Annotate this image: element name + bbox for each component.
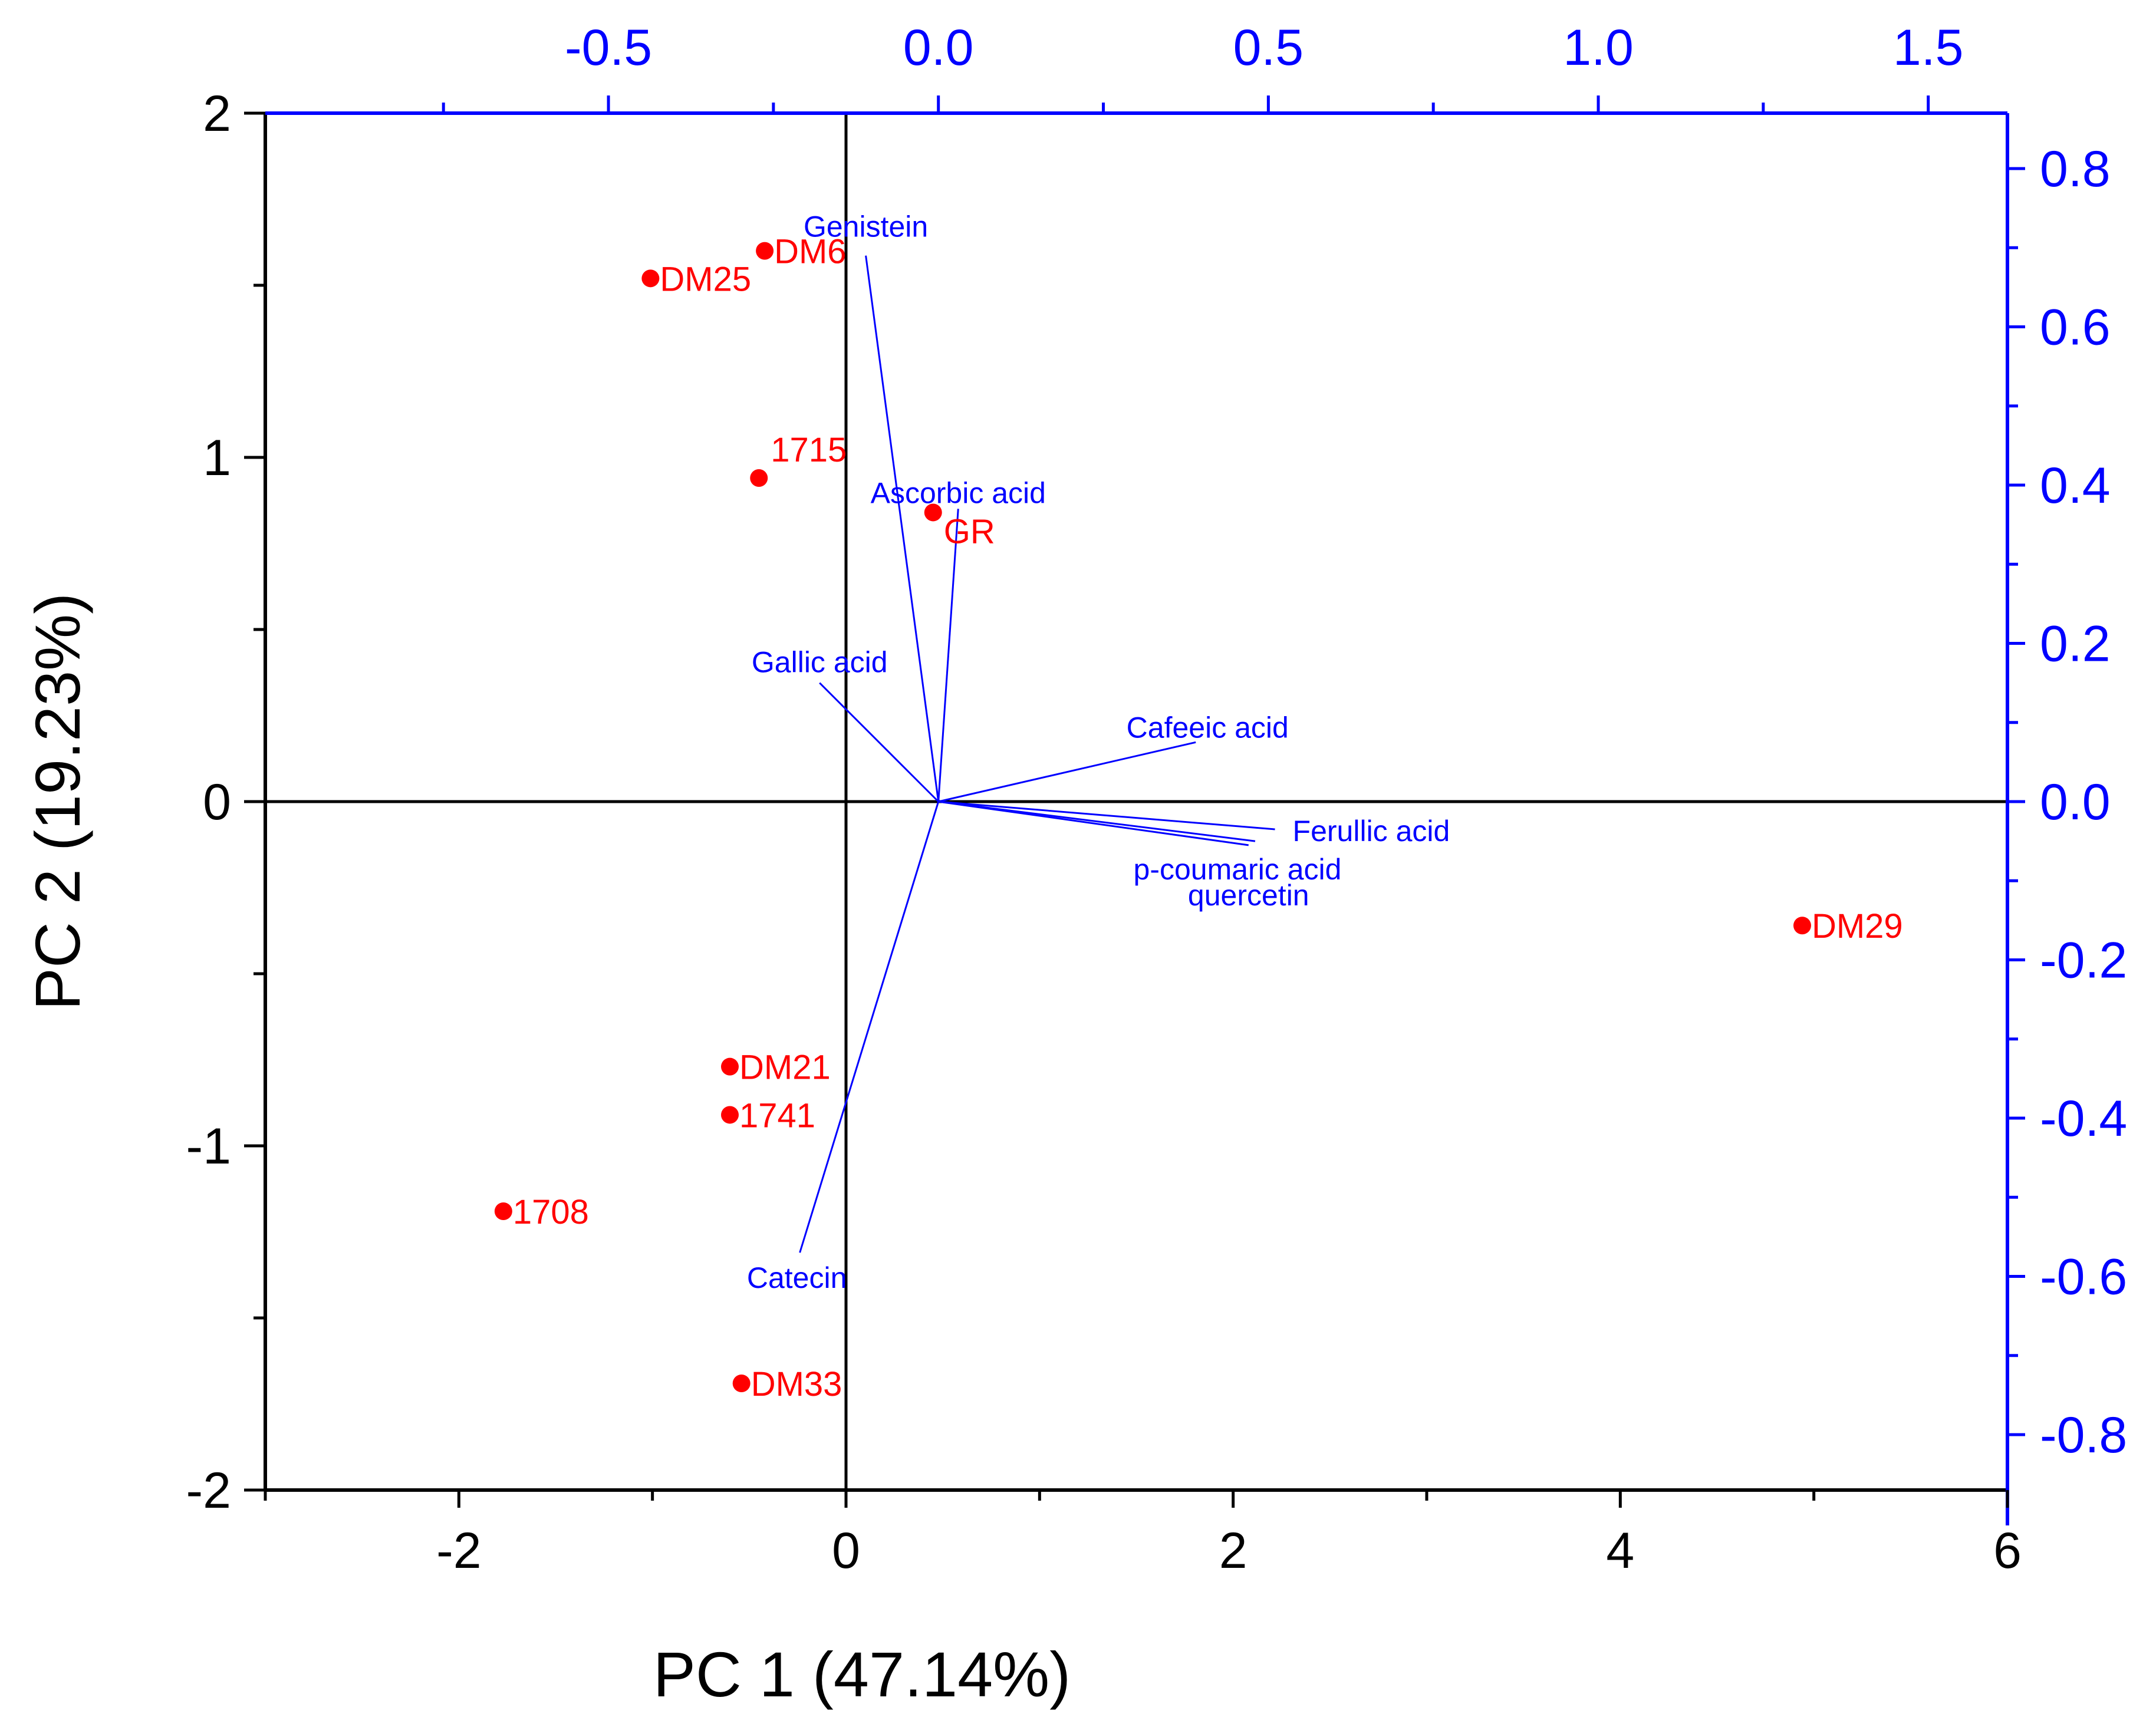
loading-label-genistein: Genistein xyxy=(804,210,928,243)
top-x-tick-label: 0.0 xyxy=(903,19,974,76)
score-point-1715 xyxy=(750,469,768,487)
loading-label-ferullic-acid: Ferullic acid xyxy=(1293,815,1450,848)
x-axis-title: PC 1 (47.14%) xyxy=(653,1639,1071,1710)
score-label-1715: 1715 xyxy=(771,431,847,469)
score-points: DM6 DM25 1715 GR DM29 DM21 1741 1708 DM33 xyxy=(494,233,1903,1403)
score-point-dm33 xyxy=(732,1374,751,1392)
score-point-1708 xyxy=(494,1202,512,1220)
loading-label-catecin: Catecin xyxy=(747,1261,847,1294)
y-tick-label: 0 xyxy=(203,774,231,830)
top-x-tick-label: 1.0 xyxy=(1563,19,1634,76)
loading-vector-quercetin xyxy=(938,800,1249,846)
right-y-tick-label: 0.2 xyxy=(2040,615,2111,672)
x-tick-label: 6 xyxy=(1993,1522,2022,1579)
score-point-1741 xyxy=(721,1106,739,1124)
plot-frame xyxy=(264,111,2009,1525)
loading-label-p-coumaric-acid: p-coumaric acid xyxy=(1134,853,1342,886)
right-y-tick-label: -0.2 xyxy=(2040,932,2127,989)
score-label-dm21: DM21 xyxy=(739,1049,831,1087)
x-axis-bottom: -2 0 2 4 6 xyxy=(264,1490,2022,1579)
right-y-tick-label: -0.6 xyxy=(2040,1249,2127,1306)
x-tick-label: -2 xyxy=(436,1522,481,1579)
loading-vector-genistein xyxy=(865,255,940,802)
loading-vector-ascorbic-acid xyxy=(937,509,959,802)
right-y-tick-label: 0.8 xyxy=(2040,141,2111,197)
loading-vector-ferullic-acid xyxy=(938,800,1275,830)
score-label-dm6: DM6 xyxy=(774,233,846,271)
y-axis-left: -2 -1 0 1 2 xyxy=(186,85,265,1519)
score-label-gr: GR xyxy=(944,512,995,551)
loading-vector-cafeeic-acid xyxy=(938,741,1196,803)
loading-vectors: Genistein Ascorbic acid Gallic acid Cafeeic… xyxy=(747,210,1450,1295)
x-tick-label: 0 xyxy=(832,1522,860,1579)
score-point-dm25 xyxy=(641,269,660,288)
score-label-dm33: DM33 xyxy=(751,1365,842,1403)
top-x-tick-label: 0.5 xyxy=(1233,19,1304,76)
y-axis-right: -0.8 -0.6 -0.4 -0.2 0.0 0.2 0.4 0.6 0.8 xyxy=(2007,141,2127,1464)
loading-label-quercetin: quercetin xyxy=(1188,879,1309,912)
y-tick-label: 1 xyxy=(203,430,231,486)
right-y-tick-label: 0.4 xyxy=(2040,457,2111,514)
score-point-dm29 xyxy=(1793,917,1811,935)
score-point-dm21 xyxy=(721,1057,739,1076)
score-label-dm25: DM25 xyxy=(660,260,751,298)
right-y-tick-label: -0.4 xyxy=(2040,1090,2127,1147)
top-x-tick-label: -0.5 xyxy=(565,19,652,76)
loading-label-ascorbic-acid: Ascorbic acid xyxy=(871,476,1046,509)
x-axis-top: -0.5 0.0 0.5 1.0 1.5 xyxy=(442,19,1964,113)
x-tick-label: 4 xyxy=(1606,1522,1634,1579)
right-y-tick-label: -0.8 xyxy=(2040,1407,2127,1464)
score-label-dm29: DM29 xyxy=(1812,907,1903,945)
loading-vector-catecin xyxy=(799,801,940,1253)
y-tick-label: -2 xyxy=(186,1462,231,1519)
y-tick-label: -1 xyxy=(186,1118,231,1175)
score-point-dm6 xyxy=(756,242,774,260)
reference-lines xyxy=(265,113,2007,1490)
y-tick-label: 2 xyxy=(203,85,231,142)
right-y-tick-label: 0.0 xyxy=(2040,774,2111,830)
right-y-tick-label: 0.6 xyxy=(2040,299,2111,355)
score-label-1708: 1708 xyxy=(513,1193,589,1231)
loading-vector-gallic-acid xyxy=(819,682,939,803)
score-point-gr xyxy=(924,503,942,522)
score-label-1741: 1741 xyxy=(739,1096,815,1135)
loading-label-cafeeic-acid: Cafeeic acid xyxy=(1127,711,1289,744)
loading-label-gallic-acid: Gallic acid xyxy=(752,646,888,679)
x-tick-label: 2 xyxy=(1219,1522,1247,1579)
top-x-tick-label: 1.5 xyxy=(1893,19,1964,76)
y-axis-title: PC 2 (19.23%) xyxy=(22,593,93,1010)
